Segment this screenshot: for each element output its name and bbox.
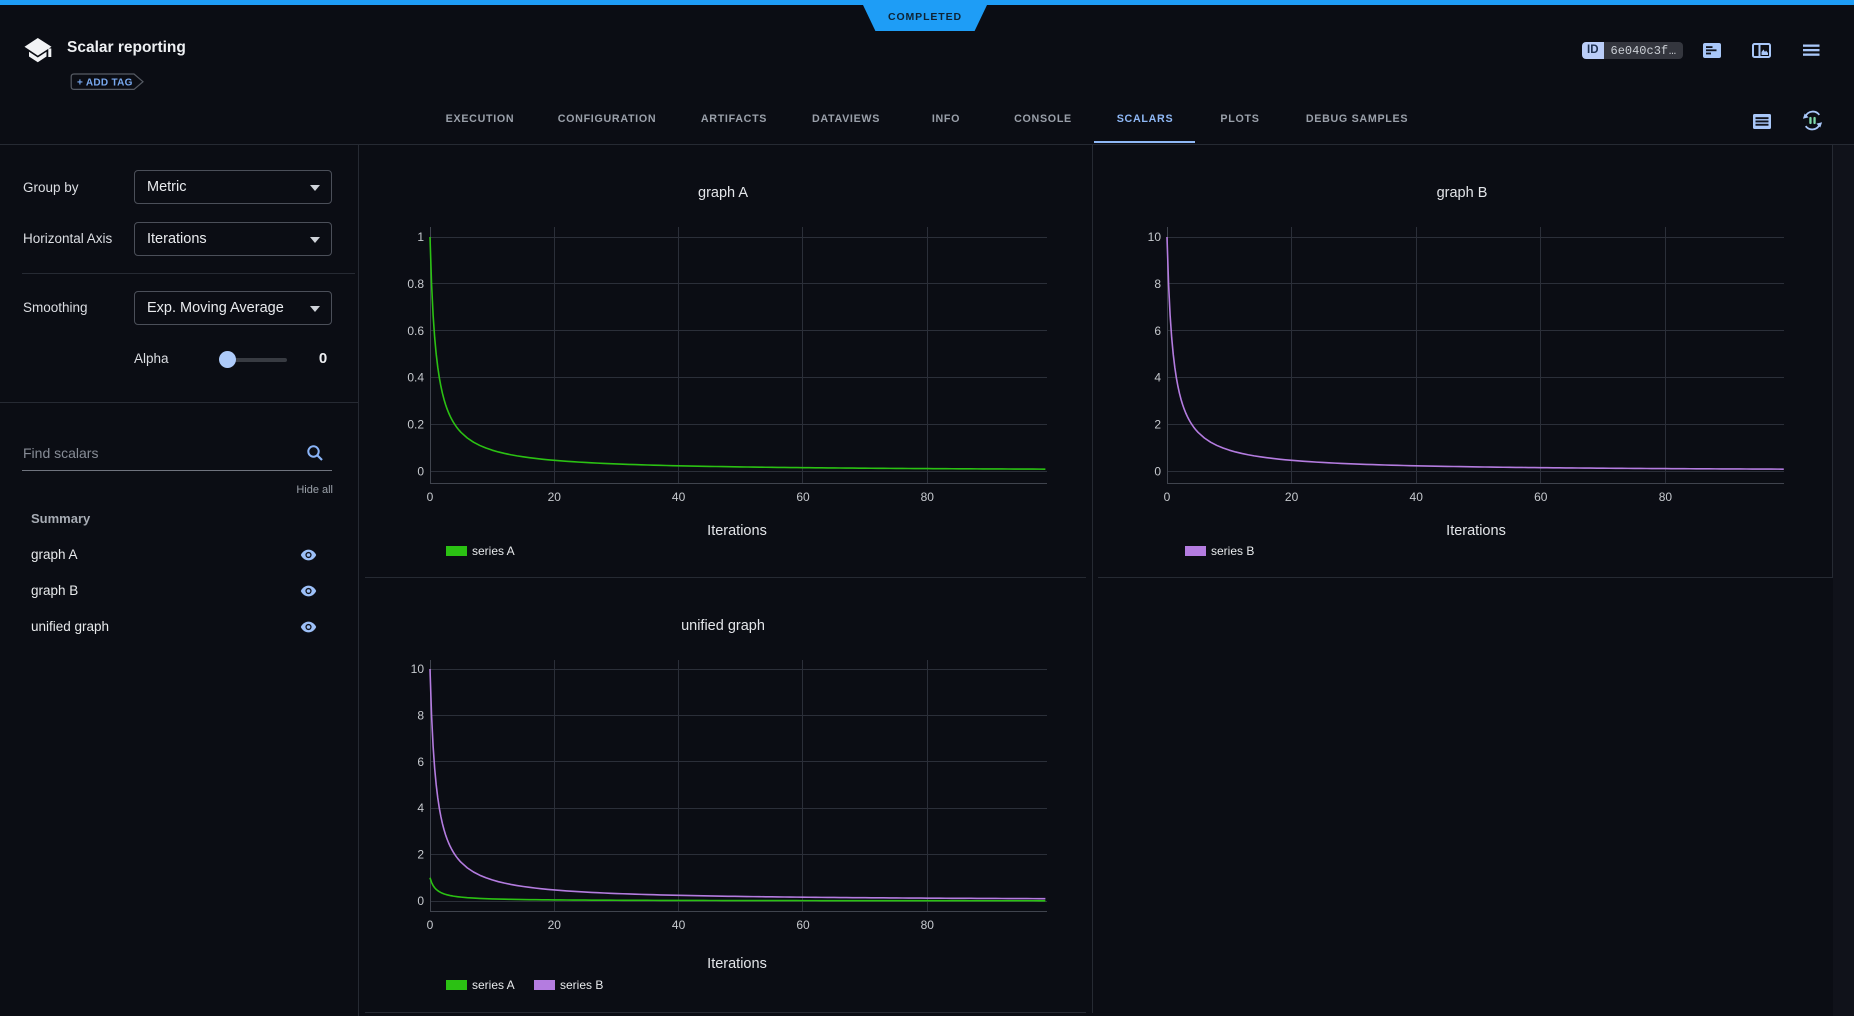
svg-text:graph B: graph B <box>1437 185 1488 201</box>
svg-text:4: 4 <box>417 801 424 815</box>
svg-text:0: 0 <box>417 894 424 908</box>
svg-text:series B: series B <box>1211 544 1254 558</box>
svg-text:80: 80 <box>921 490 935 504</box>
svg-text:0: 0 <box>1164 490 1171 504</box>
svg-text:Iterations: Iterations <box>707 523 767 539</box>
svg-text:0: 0 <box>417 465 424 479</box>
svg-text:40: 40 <box>672 490 686 504</box>
svg-text:2: 2 <box>1154 418 1161 432</box>
svg-text:80: 80 <box>921 918 935 932</box>
svg-text:0: 0 <box>427 490 434 504</box>
svg-text:series A: series A <box>472 978 515 992</box>
svg-text:0: 0 <box>427 918 434 932</box>
svg-text:0.2: 0.2 <box>407 418 424 432</box>
svg-text:0: 0 <box>1154 465 1161 479</box>
svg-text:0.6: 0.6 <box>407 324 424 338</box>
svg-text:graph A: graph A <box>698 185 748 201</box>
svg-text:2: 2 <box>417 848 424 862</box>
svg-text:series B: series B <box>560 978 603 992</box>
svg-text:1: 1 <box>417 230 424 244</box>
svg-text:6: 6 <box>1154 324 1161 338</box>
svg-text:80: 80 <box>1659 490 1673 504</box>
svg-text:8: 8 <box>417 708 424 722</box>
svg-text:20: 20 <box>548 490 562 504</box>
svg-text:60: 60 <box>796 490 810 504</box>
svg-text:60: 60 <box>796 918 810 932</box>
svg-text:0.8: 0.8 <box>407 277 424 291</box>
svg-text:unified graph: unified graph <box>681 618 765 634</box>
svg-text:60: 60 <box>1534 490 1548 504</box>
svg-text:4: 4 <box>1154 371 1161 385</box>
svg-text:series A: series A <box>472 544 515 558</box>
svg-text:40: 40 <box>1410 490 1424 504</box>
svg-text:10: 10 <box>411 662 425 676</box>
svg-text:20: 20 <box>1285 490 1299 504</box>
svg-text:0.4: 0.4 <box>407 371 424 385</box>
svg-text:10: 10 <box>1148 230 1162 244</box>
svg-text:+ ADD TAG: + ADD TAG <box>77 78 133 89</box>
svg-text:20: 20 <box>548 918 562 932</box>
svg-text:Iterations: Iterations <box>707 956 767 972</box>
svg-text:8: 8 <box>1154 277 1161 291</box>
svg-text:40: 40 <box>672 918 686 932</box>
svg-text:6: 6 <box>417 755 424 769</box>
svg-text:Iterations: Iterations <box>1446 523 1506 539</box>
